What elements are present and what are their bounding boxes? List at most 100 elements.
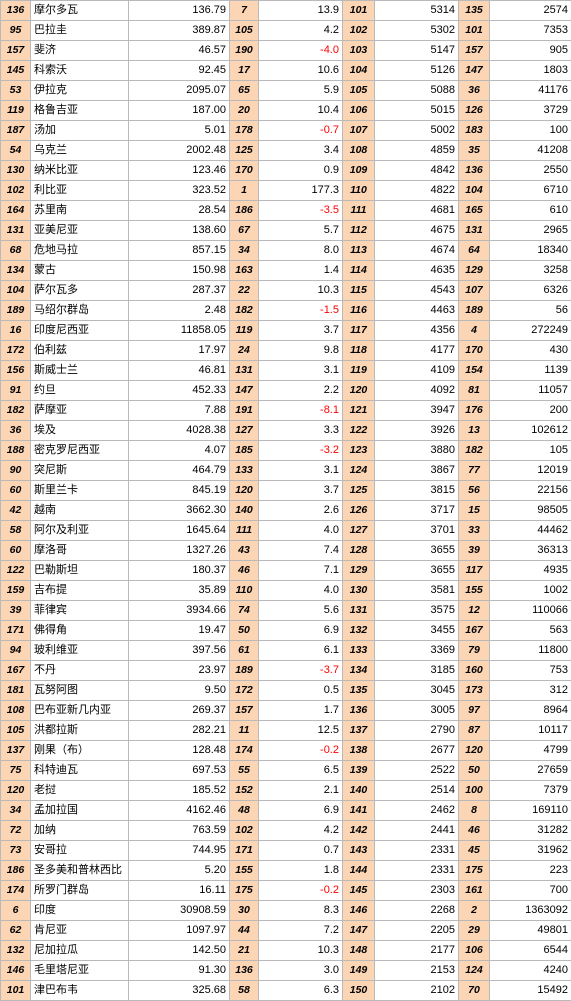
rank-cell: 172 <box>230 681 259 701</box>
rank-cell: 22 <box>230 281 259 301</box>
rank-cell: 77 <box>459 461 490 481</box>
rank-cell: 147 <box>343 921 375 941</box>
rank-cell: 149 <box>343 961 375 981</box>
rank-cell: 101 <box>1 981 31 1001</box>
value-cell: 3575 <box>375 601 459 621</box>
country-name-cell: 巴布亚新几内亚 <box>31 701 129 721</box>
growth-value-cell: -3.7 <box>259 661 343 681</box>
country-name-cell: 苏里南 <box>31 201 129 221</box>
value-cell: 700 <box>490 881 571 901</box>
country-name-cell: 科索沃 <box>31 61 129 81</box>
value-cell: 169110 <box>490 801 571 821</box>
rank-cell: 175 <box>230 881 259 901</box>
value-cell: 98505 <box>490 501 571 521</box>
growth-value-cell: 10.3 <box>259 941 343 961</box>
value-cell: 2303 <box>375 881 459 901</box>
country-name-cell: 伊拉克 <box>31 81 129 101</box>
rank-cell: 75 <box>1 761 31 781</box>
rank-cell: 182 <box>1 401 31 421</box>
country-name-cell: 斯里兰卡 <box>31 481 129 501</box>
rank-cell: 145 <box>343 881 375 901</box>
value-cell: 1139 <box>490 361 571 381</box>
rank-cell: 131 <box>343 601 375 621</box>
rank-cell: 136 <box>343 701 375 721</box>
value-cell: 1097.97 <box>129 921 230 941</box>
country-name-cell: 巴拉圭 <box>31 21 129 41</box>
value-cell: 6326 <box>490 281 571 301</box>
growth-value-cell: -0.2 <box>259 881 343 901</box>
rank-cell: 56 <box>459 481 490 501</box>
rank-cell: 148 <box>343 941 375 961</box>
value-cell: 325.68 <box>129 981 230 1001</box>
value-cell: 7379 <box>490 781 571 801</box>
growth-value-cell: 0.5 <box>259 681 343 701</box>
value-cell: 3455 <box>375 621 459 641</box>
growth-value-cell: 7.1 <box>259 561 343 581</box>
rank-cell: 114 <box>343 261 375 281</box>
rank-cell: 173 <box>459 681 490 701</box>
value-cell: 92.45 <box>129 61 230 81</box>
rank-cell: 102 <box>343 21 375 41</box>
value-cell: 3258 <box>490 261 571 281</box>
rank-cell: 140 <box>343 781 375 801</box>
value-cell: 10117 <box>490 721 571 741</box>
value-cell: 4092 <box>375 381 459 401</box>
rank-cell: 186 <box>1 861 31 881</box>
value-cell: 4356 <box>375 321 459 341</box>
country-name-cell: 斐济 <box>31 41 129 61</box>
rank-cell: 24 <box>230 341 259 361</box>
rank-cell: 178 <box>230 121 259 141</box>
rank-cell: 140 <box>230 501 259 521</box>
rank-cell: 188 <box>1 441 31 461</box>
value-cell: 31962 <box>490 841 571 861</box>
rank-cell: 117 <box>343 321 375 341</box>
value-cell: 4028.38 <box>129 421 230 441</box>
value-cell: 19.47 <box>129 621 230 641</box>
value-cell: 49801 <box>490 921 571 941</box>
value-cell: 4674 <box>375 241 459 261</box>
growth-value-cell: -4.0 <box>259 41 343 61</box>
rank-cell: 171 <box>230 841 259 861</box>
growth-value-cell: 3.0 <box>259 961 343 981</box>
rank-cell: 155 <box>459 581 490 601</box>
country-name-cell: 刚果（布） <box>31 741 129 761</box>
growth-value-cell: 6.9 <box>259 621 343 641</box>
rank-cell: 125 <box>343 481 375 501</box>
growth-value-cell: 3.1 <box>259 461 343 481</box>
country-name-cell: 所罗门群岛 <box>31 881 129 901</box>
value-cell: 11858.05 <box>129 321 230 341</box>
value-cell: 4635 <box>375 261 459 281</box>
value-cell: 1327.26 <box>129 541 230 561</box>
rank-cell: 67 <box>230 221 259 241</box>
country-name-cell: 利比亚 <box>31 181 129 201</box>
rank-cell: 39 <box>459 541 490 561</box>
growth-value-cell: 5.6 <box>259 601 343 621</box>
growth-value-cell: 6.1 <box>259 641 343 661</box>
rank-cell: 13 <box>459 421 490 441</box>
country-name-cell: 老挝 <box>31 781 129 801</box>
rank-cell: 58 <box>230 981 259 1001</box>
country-name-cell: 斯威士兰 <box>31 361 129 381</box>
growth-value-cell: -1.5 <box>259 301 343 321</box>
growth-value-cell: 1.8 <box>259 861 343 881</box>
rank-cell: 87 <box>459 721 490 741</box>
rank-cell: 121 <box>343 401 375 421</box>
value-cell: 2574 <box>490 1 571 21</box>
growth-value-cell: 7.2 <box>259 921 343 941</box>
growth-value-cell: 3.4 <box>259 141 343 161</box>
value-cell: 110066 <box>490 601 571 621</box>
rank-cell: 189 <box>1 301 31 321</box>
value-cell: 2.48 <box>129 301 230 321</box>
value-cell: 5088 <box>375 81 459 101</box>
value-cell: 4842 <box>375 161 459 181</box>
